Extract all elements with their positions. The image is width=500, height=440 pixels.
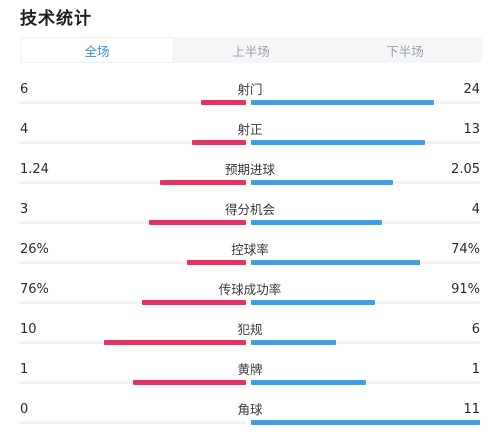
stat-row-big-chances: 3 得分机会 4: [0, 202, 500, 238]
away-value: 1: [471, 362, 480, 377]
home-track: [20, 180, 246, 185]
tab-first-half[interactable]: 上半场: [232, 43, 270, 59]
away-track: [251, 180, 480, 185]
away-bar: [251, 300, 375, 305]
home-bar: [191, 140, 246, 145]
home-value: 1.24: [20, 162, 49, 177]
stat-label: 得分机会: [224, 202, 275, 217]
tab-full-match[interactable]: 全场: [20, 37, 174, 63]
home-value: 10: [20, 322, 37, 337]
home-track: [20, 100, 246, 105]
away-track: [251, 300, 480, 305]
stat-label: 射门: [237, 82, 263, 97]
home-value: 3: [20, 202, 29, 217]
home-bar: [200, 100, 246, 105]
home-track: [20, 380, 246, 385]
home-bar: [133, 380, 246, 385]
home-track: [20, 220, 246, 225]
home-bar: [142, 300, 246, 305]
period-tabs: 全场 上半场 下半场: [20, 37, 482, 63]
away-value: 4: [471, 202, 480, 217]
stat-row-shots-on-target: 4 射正 13: [0, 122, 500, 158]
home-value: 0: [20, 402, 29, 417]
home-track: [20, 140, 246, 145]
away-track: [251, 140, 480, 145]
away-track: [251, 340, 480, 345]
home-bar: [187, 260, 246, 265]
home-track: [20, 421, 246, 424]
home-track: [20, 340, 246, 345]
home-value: 1: [20, 362, 29, 377]
stat-row-fouls: 10 犯规 6: [0, 322, 500, 358]
home-value: 6: [20, 82, 29, 97]
home-bar: [103, 340, 246, 345]
away-bar: [251, 420, 480, 425]
home-track: [20, 260, 246, 265]
home-value: 76%: [20, 282, 49, 297]
home-value: 4: [20, 122, 29, 137]
stat-row-possession: 26% 控球率 74%: [0, 242, 500, 278]
away-bar: [251, 260, 421, 265]
stat-row-yellow-cards: 1 黄牌 1: [0, 362, 500, 398]
away-track: [251, 260, 480, 265]
stat-row-expected-goals: 1.24 预期进球 2.05: [0, 162, 500, 198]
stat-row-corners: 0 角球 11: [0, 402, 500, 438]
away-value: 2.05: [451, 162, 480, 177]
away-value: 6: [471, 322, 480, 337]
stat-label: 黄牌: [237, 362, 263, 377]
stat-label: 控球率: [231, 242, 269, 257]
away-bar: [251, 340, 336, 345]
away-track: [251, 380, 480, 385]
stat-label: 预期进球: [224, 162, 275, 177]
away-value: 24: [463, 82, 480, 97]
home-bar: [160, 180, 246, 185]
stat-row-pass-accuracy: 76% 传球成功率 91%: [0, 282, 500, 318]
tab-second-half[interactable]: 下半场: [386, 43, 424, 59]
away-track: [251, 100, 480, 105]
away-bar: [251, 220, 382, 225]
stat-label: 传球成功率: [218, 282, 282, 297]
stat-row-shots: 6 射门 24: [0, 82, 500, 118]
stat-label: 射正: [237, 122, 263, 137]
away-value: 74%: [451, 242, 480, 257]
away-bar: [251, 380, 366, 385]
section-title: 技术统计: [20, 9, 92, 29]
home-bar: [148, 220, 246, 225]
away-track: [251, 220, 480, 225]
away-bar: [251, 180, 393, 185]
home-track: [20, 300, 246, 305]
away-track: [251, 420, 480, 425]
away-value: 13: [463, 122, 480, 137]
away-bar: [251, 100, 435, 105]
home-value: 26%: [20, 242, 49, 257]
stat-label: 角球: [237, 402, 263, 417]
away-bar: [251, 140, 426, 145]
stat-label: 犯规: [237, 322, 263, 337]
away-value: 11: [463, 402, 480, 417]
away-value: 91%: [451, 282, 480, 297]
